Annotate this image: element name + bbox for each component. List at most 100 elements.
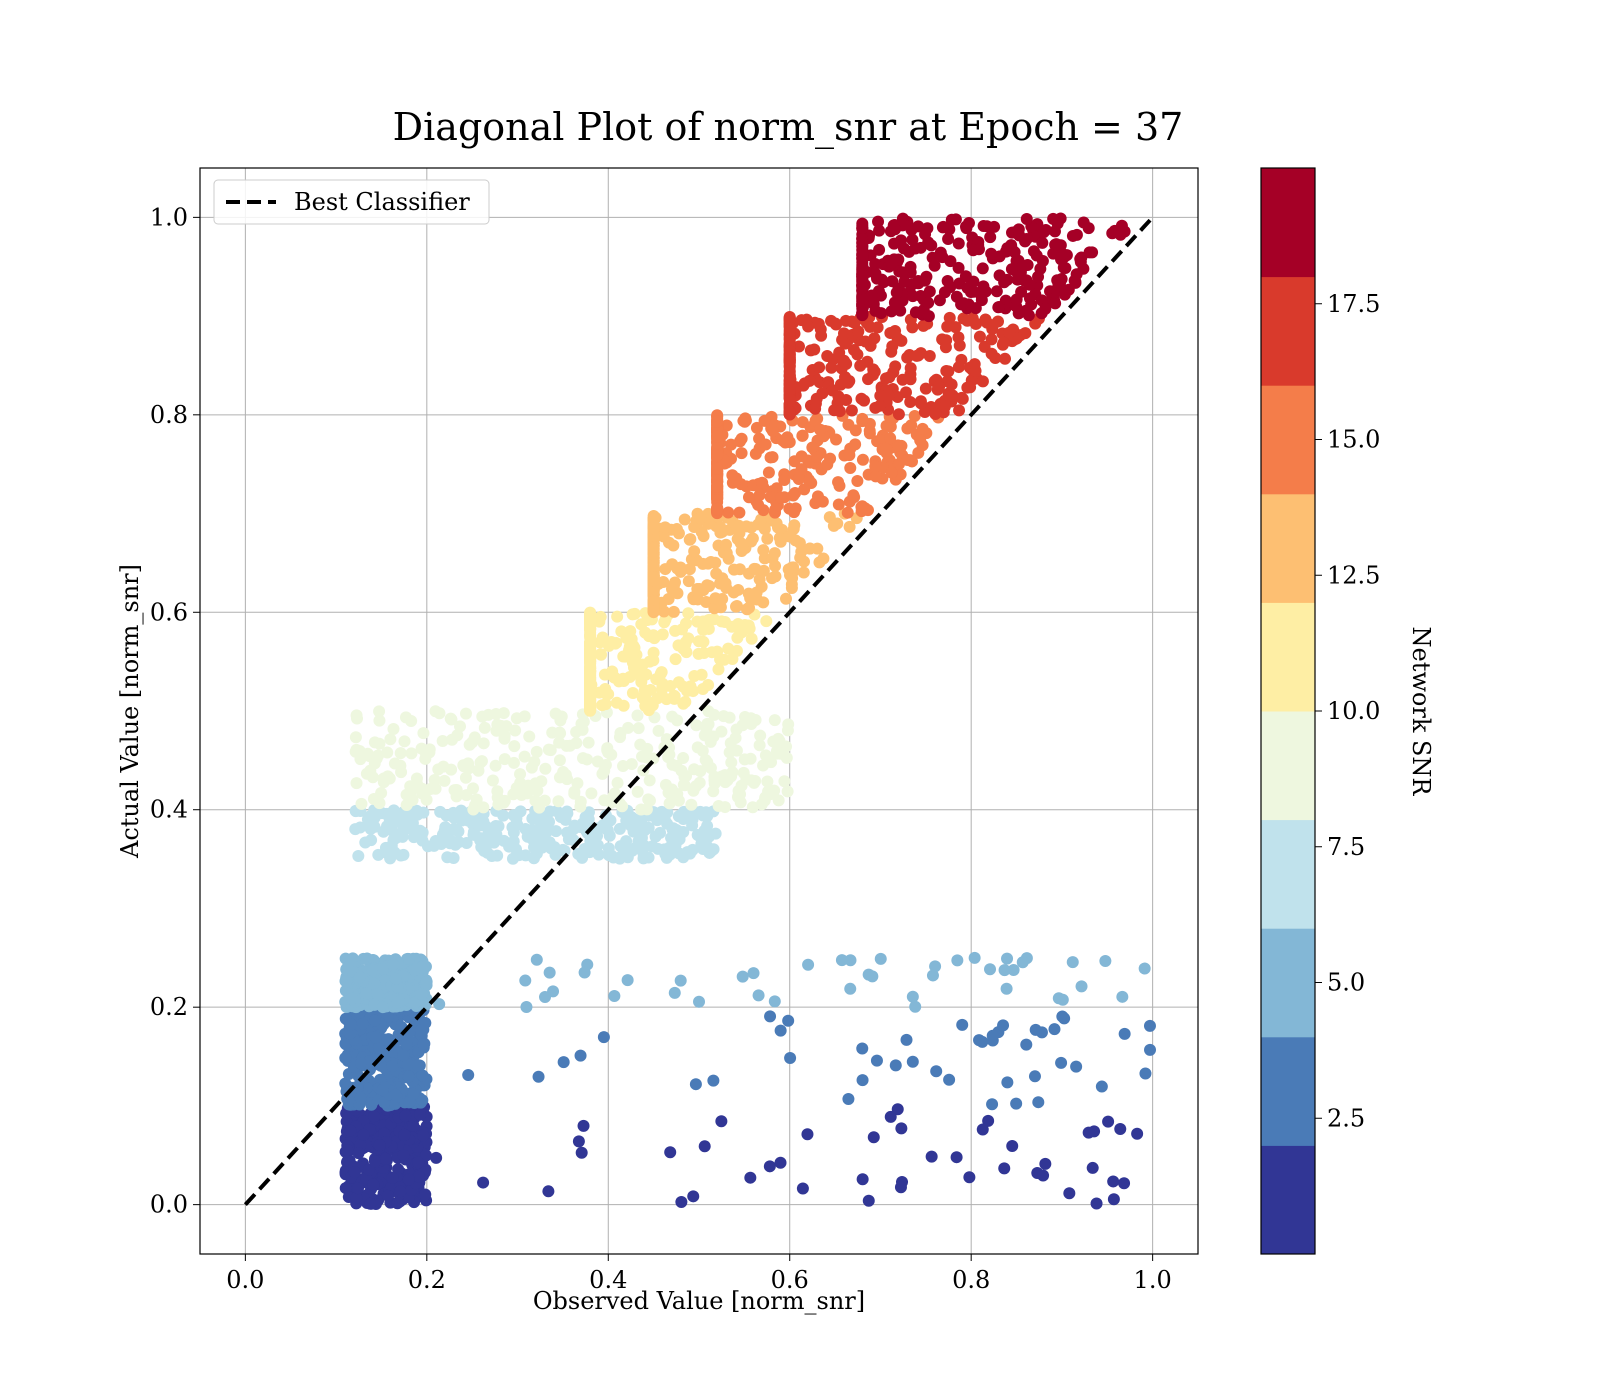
scatter-point: [837, 355, 850, 368]
scatter-point: [806, 441, 819, 454]
scatter-point: [467, 803, 480, 816]
scatter-point: [1020, 1038, 1033, 1051]
scatter-point: [532, 1070, 545, 1083]
scatter-point: [585, 787, 598, 800]
scatter-point: [341, 961, 354, 974]
scatter-point: [362, 1163, 375, 1176]
scatter-point: [802, 958, 815, 971]
scatter-point: [739, 711, 752, 724]
scatter-point: [884, 1110, 897, 1123]
scatter-point: [379, 1152, 392, 1165]
scatter-point: [749, 713, 762, 726]
scatter-point: [889, 223, 902, 236]
scatter-point: [982, 1114, 995, 1127]
scatter-point: [1139, 1067, 1152, 1080]
scatter-point: [492, 798, 505, 811]
scatter-point: [667, 605, 680, 618]
scatter-point: [470, 793, 483, 806]
y-axis-label: Actual Value [norm_snr]: [116, 564, 144, 859]
scatter-point: [747, 967, 760, 980]
scatter-point: [714, 601, 727, 614]
scatter-point: [1012, 223, 1025, 236]
scatter-point: [352, 1182, 365, 1195]
scatter-point: [677, 809, 690, 822]
scatter-point: [814, 423, 827, 436]
scatter-point: [765, 756, 778, 769]
scatter-point: [361, 747, 374, 760]
scatter-point: [498, 729, 511, 742]
scatter-point: [976, 375, 989, 388]
scatter-point: [1010, 1097, 1023, 1110]
scatter-point: [402, 953, 415, 966]
legend-box: [213, 179, 490, 225]
scatter-point: [1005, 239, 1018, 252]
scatter-point: [668, 986, 681, 999]
scatter-point: [711, 503, 724, 516]
scatter-point: [856, 1173, 869, 1186]
scatter-point: [429, 705, 442, 718]
scatter-point: [514, 768, 527, 781]
scatter-point: [909, 1000, 922, 1013]
scatter-point: [584, 610, 597, 623]
scatter-point: [923, 285, 936, 298]
scatter-point: [602, 688, 615, 701]
scatter-point: [801, 1128, 814, 1141]
scatter-point: [352, 1147, 365, 1160]
x-tick-label: 0.0: [226, 1266, 264, 1294]
scatter-point: [648, 810, 661, 823]
colorbar-segment: [1261, 493, 1315, 603]
scatter-point: [368, 736, 381, 749]
scatter-point: [711, 430, 724, 443]
scatter-point: [910, 349, 923, 362]
scatter-point: [390, 831, 403, 844]
scatter-point: [728, 620, 741, 633]
scatter-point: [829, 317, 842, 330]
scatter-point: [489, 819, 502, 832]
colorbar-segment: [1261, 711, 1315, 821]
scatter-point: [769, 570, 782, 583]
scatter-point: [416, 1094, 429, 1107]
scatter-point: [697, 530, 710, 543]
scatter-point: [740, 603, 753, 616]
scatter-point: [904, 373, 917, 386]
scatter-point: [415, 961, 428, 974]
scatter-point: [674, 974, 687, 987]
scatter-point: [967, 285, 980, 298]
colorbar-segment: [1261, 819, 1315, 929]
scatter-point: [622, 721, 635, 734]
scatter-point: [752, 989, 765, 1002]
scatter-point: [985, 347, 998, 360]
scatter-point: [946, 389, 959, 402]
scatter-point: [813, 376, 826, 389]
scatter-point: [411, 777, 424, 790]
x-tick-label: 0.8: [952, 1266, 990, 1294]
scatter-point: [409, 827, 422, 840]
scatter-point: [889, 1059, 902, 1072]
scatter-point: [349, 731, 362, 744]
scatter-point: [578, 966, 591, 979]
colorbar-segment: [1261, 602, 1315, 712]
scatter-point: [711, 449, 724, 462]
x-tick-label: 0.6: [771, 1266, 809, 1294]
scatter-point: [787, 522, 800, 535]
scatter-point: [906, 233, 919, 246]
scatter-point: [587, 841, 600, 854]
scatter-point: [976, 1123, 989, 1136]
scatter-point: [792, 473, 805, 486]
scatter-point: [472, 764, 485, 777]
scatter-point: [755, 513, 768, 526]
scatter-point: [530, 745, 543, 758]
scatter-point: [677, 752, 690, 765]
scatter-point: [485, 850, 498, 863]
scatter-point: [683, 563, 696, 576]
scatter-point: [856, 258, 869, 271]
scatter-point: [732, 519, 745, 532]
scatter-point: [407, 1119, 420, 1132]
scatter-point: [933, 294, 946, 307]
scatter-point: [783, 369, 796, 382]
y-tick-label: 0.6: [150, 598, 188, 626]
scatter-point: [584, 702, 597, 715]
scatter-point: [703, 580, 716, 593]
scatter-point: [725, 438, 738, 451]
scatter-point: [1116, 990, 1129, 1003]
